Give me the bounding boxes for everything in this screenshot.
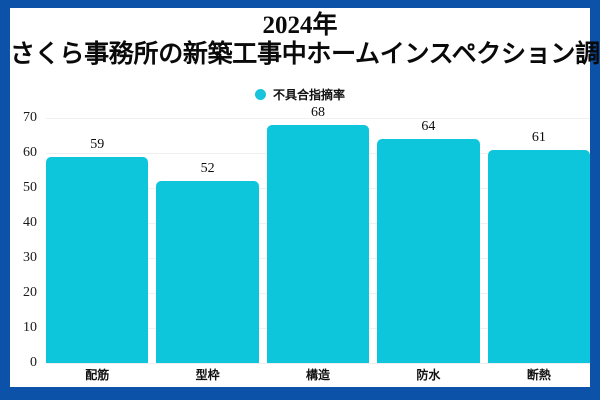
bar-value-label: 64 [421,119,436,134]
bar-series: 59 52 68 64 61 [46,105,591,363]
bar[interactable] [377,139,480,363]
bar-group: 61 [487,118,591,363]
bar-group: 68 [266,105,370,363]
x-axis: 配筋 型枠 構造 防水 断熱 [46,366,590,384]
bar-value-label: 59 [90,136,105,152]
x-axis-tick: 構造 [267,366,369,384]
x-axis-tick-label: 防水 [416,368,441,382]
x-axis-tick: 防水 [377,366,479,384]
chart-title-line-1: 2024年 [262,12,338,39]
chart-title: 2024年 さくら事務所の新築工事中ホームインスペクション調査結果 [10,12,600,69]
gridline [46,118,590,119]
chart-canvas: 2024年 さくら事務所の新築工事中ホームインスペクション調査結果 不具合指摘率… [10,8,600,387]
x-axis-tick: 断熱 [488,366,590,384]
x-axis-tick: 型枠 [156,366,258,384]
plot-area: 70 60 50 40 30 20 10 0 59 52 68 64 61 [23,105,591,370]
bar-group: 52 [156,118,259,363]
gridline [46,363,590,364]
chart-legend: 不具合指摘率 [10,86,590,103]
x-axis-tick-label: 配筋 [85,368,110,382]
y-axis-tick-label: 20 [23,285,37,300]
bar[interactable] [266,125,370,363]
bar[interactable] [46,156,149,363]
y-axis-tick-label: 10 [23,320,37,335]
circle-marker-icon [254,89,266,100]
y-axis-tick-label: 60 [23,145,37,160]
x-axis-tick: 配筋 [46,366,148,384]
bar-value-label: 61 [531,129,546,145]
bar-value-label: 52 [200,161,215,176]
bar-value-label: 68 [311,105,326,120]
x-axis-tick-label: 断熱 [526,368,551,382]
y-axis-tick-label: 70 [23,110,37,125]
y-axis-tick-label: 30 [23,250,37,265]
x-axis-tick-label: 型枠 [195,368,220,382]
y-axis-tick-label: 40 [23,215,37,230]
x-axis-tick-label: 構造 [306,368,331,382]
bar-group: 64 [377,118,480,363]
bar[interactable] [487,149,591,363]
y-axis-tick-label: 50 [23,180,37,195]
bar-group: 59 [46,118,149,363]
chart-title-line-2: さくら事務所の新築工事中ホームインスペクション調査結果 [10,40,600,68]
legend-item-label: 不具合指摘率 [272,88,345,102]
y-axis-tick-label: 0 [30,355,37,370]
bar[interactable] [156,181,259,363]
